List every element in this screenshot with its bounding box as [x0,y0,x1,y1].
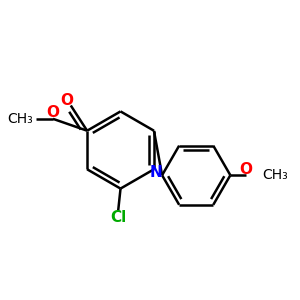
Text: O: O [46,105,59,120]
Text: CH₃: CH₃ [8,112,33,126]
Text: CH₃: CH₃ [262,168,288,182]
Text: O: O [239,162,252,177]
Text: O: O [61,93,74,108]
Text: Cl: Cl [110,210,126,225]
Text: N: N [149,165,162,180]
